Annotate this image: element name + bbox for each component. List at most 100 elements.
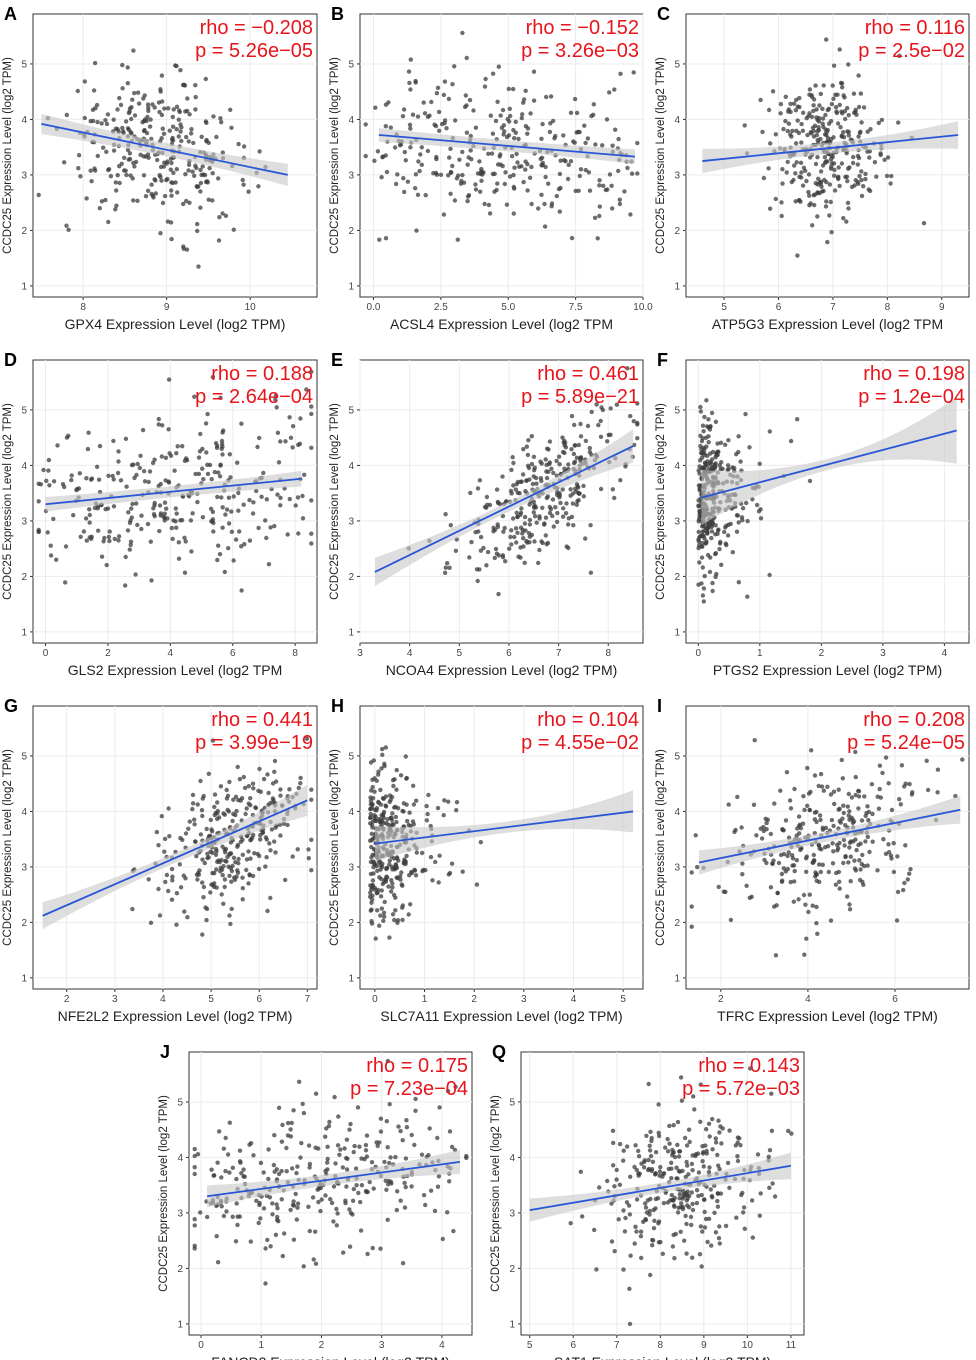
data-point xyxy=(861,105,867,110)
data-point xyxy=(660,1251,665,1257)
data-point xyxy=(656,1219,662,1224)
data-point xyxy=(150,193,155,198)
data-point xyxy=(429,99,434,105)
data-point xyxy=(625,366,630,371)
data-point xyxy=(256,525,261,531)
data-point xyxy=(187,819,192,824)
data-point xyxy=(880,770,885,776)
data-point xyxy=(843,823,848,828)
data-point xyxy=(256,1220,261,1226)
data-point xyxy=(648,1153,654,1159)
data-point xyxy=(509,528,514,533)
data-point xyxy=(525,131,530,136)
data-point xyxy=(181,873,186,878)
data-point xyxy=(239,421,244,426)
data-point xyxy=(199,134,204,139)
data-point xyxy=(234,874,239,879)
data-point xyxy=(88,168,93,173)
data-point xyxy=(106,473,111,478)
data-point xyxy=(138,152,143,157)
data-point xyxy=(813,161,819,167)
data-point xyxy=(383,236,389,241)
data-point xyxy=(341,1250,346,1255)
data-point xyxy=(159,814,164,819)
data-point xyxy=(557,209,562,214)
y-tick-label: 2 xyxy=(177,1264,183,1275)
y-tick-label: 5 xyxy=(674,405,680,416)
data-point xyxy=(382,914,387,919)
data-point xyxy=(103,118,108,123)
data-point xyxy=(678,1204,684,1210)
data-point xyxy=(435,1184,441,1189)
data-point xyxy=(272,1133,277,1138)
x-tick-label: 4 xyxy=(168,648,174,659)
data-point xyxy=(557,171,563,177)
data-point xyxy=(520,112,525,117)
data-point xyxy=(421,1193,427,1198)
x-tick-label: 8 xyxy=(292,648,298,659)
data-point xyxy=(189,549,194,554)
data-point xyxy=(700,1229,705,1234)
data-point xyxy=(797,104,802,110)
data-point xyxy=(222,847,227,852)
data-point xyxy=(478,534,484,540)
data-point xyxy=(248,803,253,808)
data-point xyxy=(786,121,792,126)
data-point xyxy=(585,136,591,141)
data-point xyxy=(174,167,179,172)
data-point xyxy=(285,1120,291,1126)
data-point xyxy=(408,902,413,907)
data-point xyxy=(184,247,190,252)
data-point xyxy=(683,1213,688,1219)
data-point xyxy=(388,1155,393,1160)
x-tick-label: 7 xyxy=(614,1340,620,1351)
data-point xyxy=(150,460,156,466)
data-point xyxy=(830,154,835,160)
data-point xyxy=(894,918,900,923)
data-point xyxy=(309,531,314,536)
data-point xyxy=(600,407,606,413)
x-tick-label: 3 xyxy=(357,648,363,659)
data-point xyxy=(183,172,188,177)
data-point xyxy=(244,857,250,862)
data-point xyxy=(226,864,231,869)
data-point xyxy=(104,562,109,568)
y-tick-label: 1 xyxy=(177,1319,183,1330)
data-point xyxy=(762,857,767,863)
x-tick-label: 8 xyxy=(605,648,611,659)
data-point xyxy=(385,1145,390,1150)
data-point xyxy=(512,165,517,170)
data-point xyxy=(665,1149,671,1154)
data-point xyxy=(189,127,194,132)
data-point xyxy=(145,114,150,120)
data-point xyxy=(222,884,227,890)
data-point xyxy=(221,901,226,906)
data-point xyxy=(302,472,307,477)
data-point xyxy=(580,1214,585,1219)
data-point xyxy=(293,1191,298,1197)
data-point xyxy=(237,1148,243,1153)
data-point xyxy=(633,1143,638,1148)
data-point xyxy=(670,1198,675,1203)
y-tick-label: 1 xyxy=(674,973,680,984)
data-point xyxy=(164,872,170,878)
data-point xyxy=(785,853,790,859)
data-point xyxy=(717,1130,722,1135)
data-point xyxy=(522,521,528,526)
data-point xyxy=(647,1143,652,1149)
data-point xyxy=(718,440,724,445)
data-point xyxy=(142,127,147,133)
data-point xyxy=(62,580,68,585)
data-point xyxy=(700,436,705,441)
data-point xyxy=(256,866,262,872)
data-point xyxy=(123,168,128,173)
data-point xyxy=(529,164,534,170)
data-point xyxy=(398,1198,403,1203)
data-point xyxy=(77,471,83,476)
data-point xyxy=(889,807,895,813)
data-point xyxy=(788,101,793,107)
data-point xyxy=(843,854,848,860)
data-point xyxy=(403,158,408,163)
data-point xyxy=(558,500,563,506)
data-point xyxy=(578,1169,583,1175)
